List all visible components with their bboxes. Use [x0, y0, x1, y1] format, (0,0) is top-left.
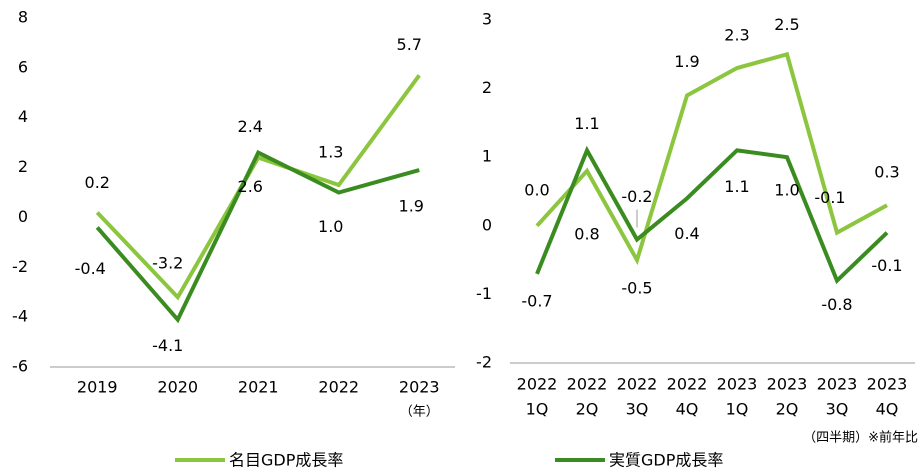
- y-tick-label: 6: [18, 57, 28, 76]
- y-tick-label: -4: [12, 307, 28, 326]
- y-tick-label: 0: [482, 215, 492, 234]
- data-label: 1.1: [574, 114, 599, 133]
- y-tick-label: -2: [476, 353, 492, 372]
- data-label: 5.7: [397, 35, 422, 54]
- x-tick-label: 1Q: [726, 400, 749, 419]
- x-tick-label: 2023: [399, 378, 440, 397]
- x-tick-label: 2022: [517, 375, 558, 394]
- data-label: 1.3: [318, 143, 343, 162]
- x-tick-label: 2023: [817, 375, 858, 394]
- series-line: [95, 74, 421, 301]
- x-tick-label: 2022: [667, 375, 708, 394]
- x-tick-label: 2021: [238, 378, 279, 397]
- x-tick-label: 2Q: [776, 400, 799, 419]
- data-label: -0.5: [621, 279, 652, 298]
- y-tick-label: 0: [18, 207, 28, 226]
- x-tick-label: 2023: [867, 375, 908, 394]
- series-line: [95, 149, 420, 324]
- x-tick-label: 2022: [567, 375, 608, 394]
- y-tick-label: -2: [12, 257, 28, 276]
- data-label: -4.1: [152, 336, 183, 355]
- data-label: 0.2: [85, 173, 110, 192]
- x-tick-label: 2022: [318, 378, 359, 397]
- data-label: 2.6: [238, 177, 263, 196]
- x-tick-label: 4Q: [676, 400, 699, 419]
- data-label: -0.1: [814, 188, 845, 207]
- data-label: 2.4: [238, 117, 263, 136]
- x-tick-label: 2022: [617, 375, 658, 394]
- x-tick-label: 4Q: [876, 400, 899, 419]
- data-label: 1.0: [318, 217, 343, 236]
- x-unit: （年）: [400, 405, 439, 420]
- data-label: 1.1: [724, 177, 749, 196]
- y-tick-label: -6: [12, 357, 28, 376]
- data-label: 0.0: [524, 180, 549, 199]
- data-label: 0.3: [874, 163, 899, 182]
- series-line: [535, 51, 888, 266]
- x-tick-label: 2019: [77, 378, 118, 397]
- legend-label: 実質GDP成長率: [609, 451, 723, 470]
- data-label: 1.0: [774, 181, 799, 200]
- data-label: 2.3: [724, 26, 749, 45]
- y-tick-label: 2: [482, 78, 492, 97]
- data-label: 2.5: [774, 15, 799, 34]
- y-tick-label: 8: [18, 8, 28, 27]
- x-tick-label: 2020: [157, 378, 198, 397]
- x-tick-label: 1Q: [526, 400, 549, 419]
- data-label: 0.4: [674, 224, 699, 243]
- legend-label: 名目GDP成長率: [229, 451, 343, 470]
- x-tick-label: 3Q: [626, 400, 649, 419]
- y-tick-label: 1: [482, 147, 492, 166]
- y-tick-label: 4: [18, 107, 28, 126]
- data-label: -0.2: [621, 187, 652, 206]
- data-label: 1.9: [674, 52, 699, 71]
- x-tick-label: 2023: [717, 375, 758, 394]
- data-label: 1.9: [399, 197, 424, 216]
- x-tick-label: 3Q: [826, 400, 849, 419]
- data-label: -0.1: [871, 256, 902, 275]
- x-tick-label: 2Q: [576, 400, 599, 419]
- series-line: [535, 145, 889, 285]
- data-label: -0.7: [521, 291, 552, 310]
- data-label: -3.2: [152, 254, 183, 273]
- y-tick-label: 2: [18, 157, 28, 176]
- data-label: 0.8: [574, 224, 599, 243]
- x-tick-label: 2023: [767, 375, 808, 394]
- y-tick-label: -1: [476, 284, 492, 303]
- data-label: -0.4: [75, 259, 106, 278]
- y-tick-label: 3: [482, 10, 492, 29]
- note: （四半期）※前年比: [803, 430, 918, 446]
- data-label: -0.8: [821, 295, 852, 314]
